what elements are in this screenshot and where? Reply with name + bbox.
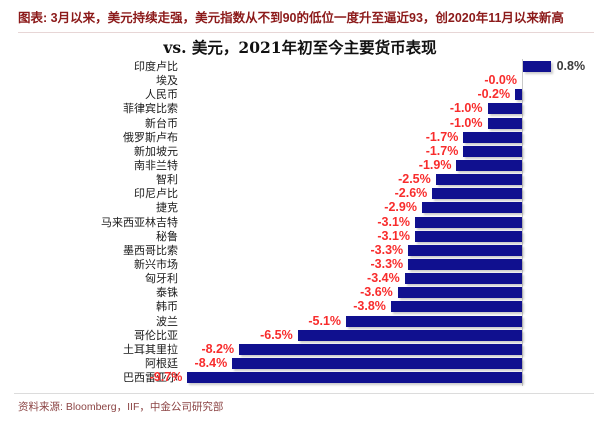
category-label: 泰铢 bbox=[156, 286, 178, 300]
category-label: 印度卢比 bbox=[134, 60, 178, 73]
source-note: 资料来源: Bloomberg，IIF，中金公司研究部 bbox=[18, 401, 224, 413]
category-label: 土耳其里拉 bbox=[123, 342, 178, 356]
bar bbox=[232, 357, 522, 369]
category-label: 埃及 bbox=[156, 74, 178, 88]
bar bbox=[390, 301, 522, 313]
value-label: -0.2% bbox=[477, 87, 511, 102]
value-label: -3.4% bbox=[367, 271, 400, 286]
bar bbox=[408, 258, 522, 270]
value-label: -1.0% bbox=[449, 115, 483, 130]
bar bbox=[432, 188, 522, 200]
bar-row: 菲律宾比索 -1.0% bbox=[0, 101, 600, 116]
bar-chart: 印度卢比 0.8% 埃及 -0.0% 人民币 -0.2% 菲律宾比索 -1.0% 新台币 -1.0… bbox=[0, 59, 600, 394]
category-label: 巴西雷亚尔 bbox=[123, 371, 178, 385]
bar-row: 新台币 -1.0% bbox=[0, 115, 600, 130]
bar-row: 新兴市场 -3.3% bbox=[0, 256, 600, 271]
category-label: 马来西亚林吉特 bbox=[101, 215, 178, 229]
bar-row: 埃及 -0.0% bbox=[0, 73, 600, 88]
bar bbox=[463, 131, 522, 143]
value-label: -3.3% bbox=[370, 256, 404, 271]
bar-row: 哥伦比亚 -6.5% bbox=[0, 327, 600, 342]
category-label: 墨西哥比索 bbox=[123, 243, 178, 257]
bar-row: 阿根廷 -8.4% bbox=[0, 355, 600, 370]
bar-row: 秘鲁 -3.1% bbox=[0, 228, 600, 243]
bar bbox=[408, 244, 522, 256]
value-label: -8.4% bbox=[194, 355, 228, 370]
bar-row: 印尼卢比 -2.6% bbox=[0, 186, 600, 201]
category-label: 哥伦比亚 bbox=[134, 328, 178, 342]
category-label: 俄罗斯卢布 bbox=[123, 130, 178, 144]
value-label: -1.0% bbox=[449, 101, 483, 116]
bar-row: 泰铢 -3.6% bbox=[0, 285, 600, 300]
value-label: -5.1% bbox=[308, 313, 342, 328]
bar bbox=[435, 174, 522, 186]
value-label: -2.6% bbox=[394, 186, 428, 201]
value-label: -1.7% bbox=[425, 129, 459, 144]
category-label: 捷克 bbox=[156, 201, 178, 215]
value-label: -3.3% bbox=[370, 242, 404, 257]
bar-row: 俄罗斯卢布 -1.7% bbox=[0, 129, 600, 144]
value-label: -1.9% bbox=[418, 157, 452, 172]
bar bbox=[239, 343, 522, 355]
bar-row: 马来西亚林吉特 -3.1% bbox=[0, 214, 600, 229]
bar bbox=[487, 117, 522, 129]
category-label: 新加坡元 bbox=[134, 144, 178, 158]
value-label: -2.9% bbox=[384, 200, 417, 215]
bar-row: 土耳其里拉 -8.2% bbox=[0, 341, 600, 356]
category-label: 韩币 bbox=[156, 300, 178, 314]
plot-bottom-line bbox=[14, 393, 594, 394]
bar-row: 巴西雷亚尔 -9.7% bbox=[0, 370, 600, 385]
chart-title: vs. 美元，2021年初至今主要货币表现 bbox=[163, 38, 437, 57]
bar-row: 韩币 -3.8% bbox=[0, 299, 600, 314]
category-label: 印尼卢比 bbox=[134, 187, 178, 201]
bar-row: 智利 -2.5% bbox=[0, 172, 600, 187]
bar bbox=[297, 329, 522, 341]
category-label: 新兴市场 bbox=[134, 257, 178, 271]
bar-row: 南非兰特 -1.9% bbox=[0, 157, 600, 172]
bar bbox=[456, 159, 522, 171]
bar-row: 匈牙利 -3.4% bbox=[0, 271, 600, 286]
value-label: -0.0% bbox=[484, 73, 517, 88]
value-label: -3.8% bbox=[353, 299, 386, 314]
value-label: -9.7% bbox=[149, 370, 183, 385]
category-label: 菲律宾比索 bbox=[123, 102, 178, 116]
bar-row: 新加坡元 -1.7% bbox=[0, 143, 600, 158]
bar bbox=[463, 145, 522, 157]
bar-row: 捷克 -2.9% bbox=[0, 200, 600, 215]
bar-row: 人民币 -0.2% bbox=[0, 87, 600, 102]
bar bbox=[187, 372, 522, 384]
value-label: 0.8% bbox=[556, 59, 586, 73]
bar bbox=[523, 61, 551, 72]
bar bbox=[415, 230, 522, 242]
category-label: 波兰 bbox=[156, 314, 178, 328]
bar bbox=[415, 216, 522, 228]
bar-row: 墨西哥比索 -3.3% bbox=[0, 242, 600, 257]
bar bbox=[487, 103, 522, 115]
bar-row: 波兰 -5.1% bbox=[0, 313, 600, 328]
value-label: -2.5% bbox=[398, 172, 431, 187]
bar-row: 印度卢比 0.8% bbox=[0, 59, 600, 73]
value-label: -8.2% bbox=[201, 341, 235, 356]
value-label: -6.5% bbox=[260, 327, 293, 342]
category-label: 智利 bbox=[156, 173, 178, 187]
value-label: -3.6% bbox=[360, 285, 393, 300]
category-label: 南非兰特 bbox=[134, 158, 178, 172]
category-label: 新台币 bbox=[145, 116, 178, 130]
value-label: -3.1% bbox=[377, 214, 411, 229]
zero-axis-line bbox=[522, 59, 523, 386]
category-label: 阿根廷 bbox=[145, 356, 178, 370]
value-label: -1.7% bbox=[425, 143, 459, 158]
category-label: 秘鲁 bbox=[156, 229, 178, 243]
bar bbox=[397, 287, 522, 299]
caption-divider bbox=[18, 32, 594, 33]
bar bbox=[421, 202, 522, 214]
bar bbox=[515, 89, 522, 101]
value-label: -3.1% bbox=[377, 228, 411, 243]
category-label: 人民币 bbox=[145, 88, 178, 102]
chart-caption: 图表: 3月以来，美元持续走强，美元指数从不到90的低位一度升至逼近93，创20… bbox=[18, 11, 564, 25]
category-label: 匈牙利 bbox=[145, 272, 178, 286]
bar bbox=[404, 273, 522, 285]
bar bbox=[346, 315, 522, 327]
